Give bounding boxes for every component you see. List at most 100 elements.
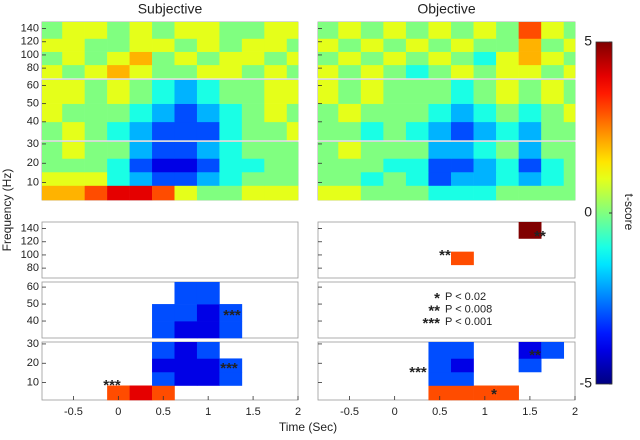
heatmap-cell — [286, 158, 299, 173]
heatmap-cell — [152, 22, 175, 39]
significant-cell — [428, 358, 452, 373]
significant-cell — [541, 342, 565, 359]
heatmap-cell — [473, 103, 497, 123]
significant-cell — [219, 371, 243, 386]
significant-cell — [473, 385, 497, 401]
y-tick-label: 140 — [21, 22, 39, 34]
heatmap-cell — [405, 171, 429, 186]
heatmap-cell — [428, 38, 452, 52]
heatmap-cell — [219, 185, 243, 201]
heatmap-cell — [360, 142, 384, 159]
heatmap-cell — [541, 142, 565, 159]
significant-cell — [174, 342, 198, 359]
heatmap-cell — [196, 142, 220, 159]
heatmap-cell — [286, 171, 299, 186]
heatmap-cell — [129, 51, 153, 66]
heatmap-cell — [241, 142, 265, 159]
heatmap-cell — [219, 158, 243, 173]
heatmap-cell — [196, 80, 220, 104]
heatmap-cell — [496, 38, 519, 52]
heatmap-cell — [174, 38, 198, 52]
heatmap-cell — [383, 185, 407, 201]
colorbar-tick-label: 0 — [584, 204, 592, 220]
significant-cell — [196, 342, 220, 359]
heatmap-cell — [286, 64, 299, 79]
legend-label: P < 0.02 — [445, 291, 486, 303]
heatmap-cell — [219, 22, 243, 39]
heatmap-cell — [360, 158, 384, 173]
colorbar-tick-label: -5 — [580, 375, 593, 391]
heatmap-cell — [286, 142, 299, 159]
heatmap-cell — [62, 158, 85, 173]
significant-cell — [174, 304, 198, 322]
legend-label: P < 0.008 — [445, 303, 492, 315]
heatmap-cell — [541, 22, 565, 39]
y-tick-label: 120 — [21, 236, 39, 248]
x-tick-label: 2 — [295, 406, 301, 418]
heatmap-cell — [84, 22, 108, 39]
heatmap-cell — [383, 171, 407, 186]
heatmap-cell — [563, 38, 576, 52]
heatmap-cell — [107, 158, 130, 173]
heatmap-cell — [338, 22, 362, 39]
heatmap-cell — [219, 80, 243, 104]
heatmap-cell — [405, 38, 429, 52]
x-tick-label: 2 — [572, 406, 578, 418]
heatmap-cell — [107, 142, 130, 159]
heatmap-cell — [286, 185, 299, 201]
heatmap-cell — [241, 64, 265, 79]
x-tick-label: 0 — [115, 406, 121, 418]
heatmap-cell — [62, 64, 85, 79]
heatmap-cell — [338, 158, 362, 173]
heatmap-cell — [405, 22, 429, 39]
heatmap-cell — [62, 80, 85, 104]
heatmap-cell — [405, 80, 429, 104]
heatmap-cell — [338, 121, 362, 141]
legend-stars: *** — [422, 315, 440, 332]
heatmap-cell — [563, 121, 576, 141]
heatmap-cell — [264, 80, 288, 104]
heatmap-cell — [496, 80, 519, 104]
x-tick-label: 0.5 — [432, 406, 447, 418]
heatmap-cell — [129, 80, 153, 104]
significant-cell — [196, 321, 220, 339]
heatmap-cell — [563, 64, 576, 79]
heatmap-cell — [196, 22, 220, 39]
heatmap-cell — [541, 80, 565, 104]
heatmap-cell — [107, 51, 130, 66]
y-tick-label: 100 — [21, 49, 39, 61]
x-tick-label: 1 — [482, 406, 488, 418]
heatmap-cell — [360, 38, 384, 52]
heatmap-cell — [563, 22, 576, 39]
heatmap-cell — [496, 103, 519, 123]
y-tick-label: 30 — [27, 338, 39, 350]
heatmap-cell — [318, 121, 339, 141]
heatmap-cell — [473, 121, 497, 141]
heatmap-cell — [541, 185, 565, 201]
significant-cell — [451, 251, 474, 266]
heatmap-cell — [174, 142, 198, 159]
heatmap-cell — [264, 64, 288, 79]
significance-stars: ** — [439, 247, 451, 264]
heatmap-cell — [563, 80, 576, 104]
heatmap-cell — [518, 121, 542, 141]
heatmap-cell — [196, 121, 220, 141]
heatmap-cell — [383, 121, 407, 141]
heatmap-cell — [518, 64, 542, 79]
heatmap-cell — [241, 103, 265, 123]
significance-stars: *** — [223, 307, 241, 324]
significant-cell — [152, 304, 175, 322]
heatmap-cell — [496, 171, 519, 186]
heatmap-cell — [496, 22, 519, 39]
heatmap-cell — [473, 51, 497, 66]
heatmap-cell — [174, 51, 198, 66]
heatmap-cell — [518, 51, 542, 66]
y-tick-label: 30 — [27, 138, 39, 150]
heatmap-cell — [42, 64, 63, 79]
heatmap-cell — [405, 103, 429, 123]
heatmap-cell — [383, 142, 407, 159]
heatmap-cell — [383, 38, 407, 52]
heatmap-cell — [152, 80, 175, 104]
heatmap-cell — [174, 121, 198, 141]
heatmap-cell — [405, 142, 429, 159]
